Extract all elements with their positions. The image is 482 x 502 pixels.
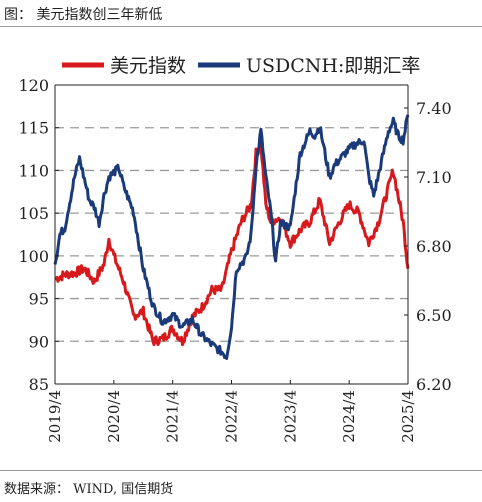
x-tick-label: 2019/4: [46, 390, 64, 443]
x-tick-label: 2022/4: [223, 390, 241, 443]
right-tick-label: 6.80: [416, 237, 452, 256]
legend-label: 美元指数: [110, 55, 186, 77]
caption-divider: [0, 26, 482, 27]
x-tick-label: 2024/4: [340, 390, 358, 443]
left-tick-label: 115: [18, 119, 49, 138]
figure-source: 数据来源： WIND, 国信期货: [4, 482, 174, 497]
legend-label: USDCNH:即期汇率: [246, 55, 420, 77]
series-line-usdcnh: [53, 114, 410, 360]
series-line-dxy: [54, 141, 410, 347]
figure-caption: 图： 美元指数创三年新低: [4, 7, 163, 23]
left-tick-label: 120: [18, 76, 49, 95]
x-tick-label: 2023/4: [281, 390, 299, 443]
axis-layer: 85 90 95 100 105 110 115 120 6.20 6.50 6.80 7.10 7.4…: [18, 76, 451, 443]
right-tick-label: 6.50: [416, 306, 452, 325]
chart: 85 90 95 100 105 110 115 120 6.20 6.50 6.80 7.10 7.4…: [18, 55, 451, 443]
left-tick-label: 100: [18, 247, 49, 266]
left-tick-label: 85: [29, 375, 49, 394]
series-layer: [53, 114, 410, 360]
left-tick-label: 90: [29, 332, 49, 351]
right-tick-label: 6.20: [416, 375, 452, 394]
x-tick-label: 2021/4: [164, 390, 182, 443]
grid-layer: [55, 127, 408, 342]
x-tick-label: 2025/4: [399, 390, 417, 443]
x-tick-label: 2020/4: [105, 390, 123, 443]
source-divider: [0, 470, 482, 471]
left-tick-label: 105: [18, 204, 49, 223]
left-tick-label: 95: [29, 290, 49, 309]
legend: 美元指数 USDCNH:即期汇率: [62, 55, 420, 77]
right-tick-label: 7.40: [416, 99, 452, 118]
left-tick-label: 110: [18, 161, 49, 180]
right-tick-label: 7.10: [416, 168, 452, 187]
